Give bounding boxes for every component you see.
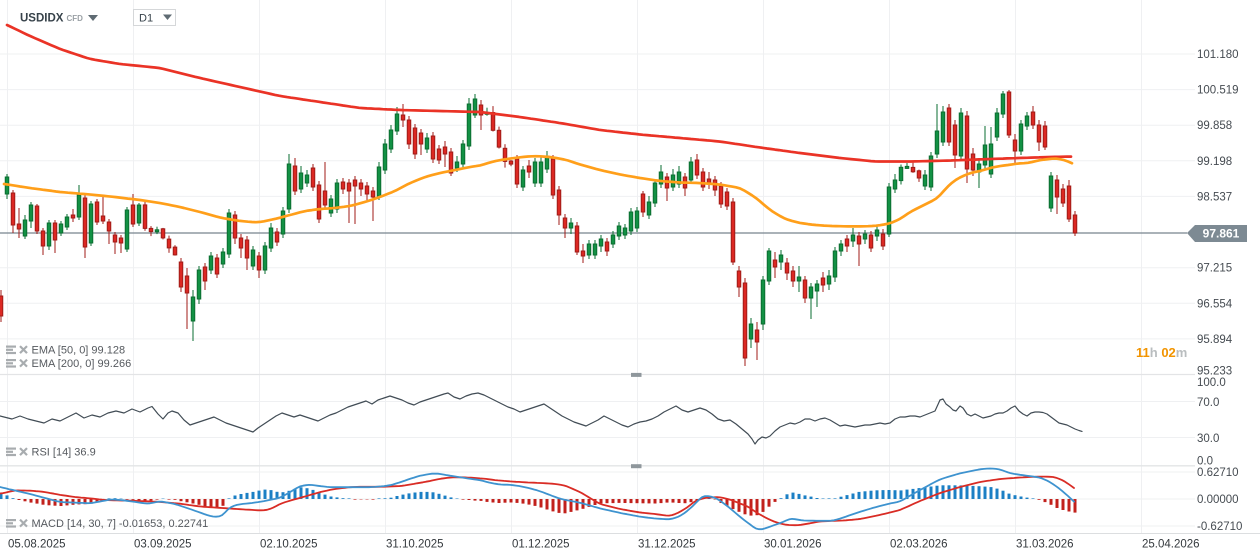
svg-text:25.04.2026: 25.04.2026: [1142, 539, 1200, 551]
svg-text:0.62710: 0.62710: [1197, 467, 1239, 479]
svg-text:96.554: 96.554: [1197, 298, 1233, 310]
svg-text:30.0: 30.0: [1197, 433, 1219, 445]
svg-text:100.0: 100.0: [1197, 377, 1226, 389]
svg-text:MACD [14, 30, 7] -0.01653, 0.2: MACD [14, 30, 7] -0.01653, 0.22741: [32, 518, 209, 530]
svg-text:05.08.2025: 05.08.2025: [8, 539, 66, 551]
svg-text:03.09.2025: 03.09.2025: [134, 539, 192, 551]
svg-text:31.03.2026: 31.03.2026: [1016, 539, 1074, 551]
svg-text:95.233: 95.233: [1197, 366, 1232, 378]
svg-text:02.10.2025: 02.10.2025: [260, 539, 318, 551]
svg-text:95.894: 95.894: [1197, 334, 1233, 346]
svg-text:99.198: 99.198: [1197, 156, 1232, 168]
svg-text:99.858: 99.858: [1197, 120, 1232, 132]
svg-text:EMA [50, 0] 99.128: EMA [50, 0] 99.128: [32, 345, 126, 357]
svg-text:100.519: 100.519: [1197, 85, 1239, 97]
svg-text:-0.62710: -0.62710: [1197, 521, 1242, 533]
svg-text:CFD: CFD: [67, 14, 84, 23]
svg-text:98.537: 98.537: [1197, 191, 1232, 203]
svg-text:USDIDX: USDIDX: [20, 13, 64, 25]
svg-text:01.12.2025: 01.12.2025: [512, 539, 570, 551]
svg-text:31.10.2025: 31.10.2025: [386, 539, 444, 551]
svg-text:101.180: 101.180: [1197, 49, 1239, 61]
svg-text:97.215: 97.215: [1197, 263, 1232, 275]
svg-text:30.01.2026: 30.01.2026: [764, 539, 822, 551]
svg-text:D1: D1: [139, 13, 153, 25]
svg-text:97.861: 97.861: [1203, 227, 1240, 241]
svg-text:RSI [14] 36.9: RSI [14] 36.9: [32, 447, 96, 459]
svg-text:70.0: 70.0: [1197, 397, 1219, 409]
svg-text:02.03.2026: 02.03.2026: [890, 539, 948, 551]
svg-text:EMA [200, 0] 99.266: EMA [200, 0] 99.266: [32, 358, 132, 370]
svg-text:31.12.2025: 31.12.2025: [638, 539, 696, 551]
svg-text:11h 02m: 11h 02m: [1136, 345, 1187, 360]
svg-text:0.00000: 0.00000: [1197, 494, 1239, 506]
svg-text:0.0: 0.0: [1197, 456, 1213, 468]
